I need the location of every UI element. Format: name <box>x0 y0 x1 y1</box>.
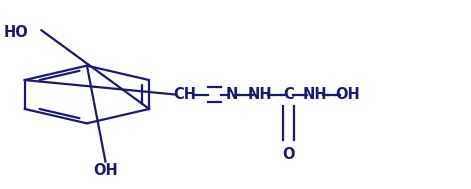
Text: C: C <box>284 87 294 102</box>
Text: OH: OH <box>335 87 359 102</box>
Text: CH: CH <box>173 87 196 102</box>
Text: O: O <box>283 147 295 162</box>
Text: HO: HO <box>4 25 28 40</box>
Text: OH: OH <box>93 163 118 178</box>
Text: N: N <box>226 87 238 102</box>
Text: NH: NH <box>302 87 327 102</box>
Text: NH: NH <box>248 87 272 102</box>
